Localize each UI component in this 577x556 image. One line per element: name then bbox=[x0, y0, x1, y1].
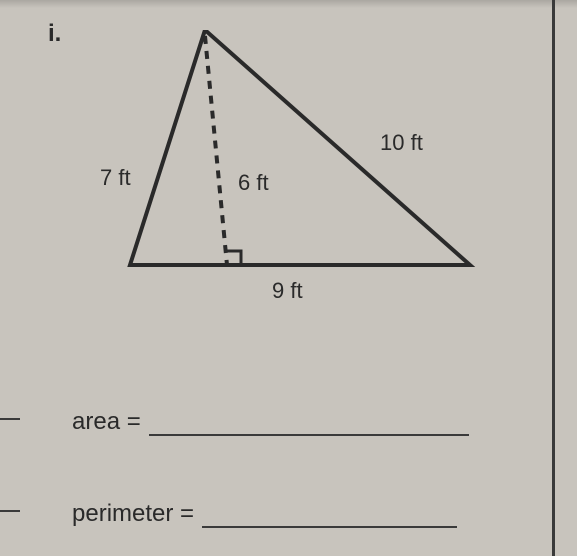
altitude-label: 6 ft bbox=[238, 170, 269, 196]
right-divider-line bbox=[552, 0, 555, 556]
triangle-figure: 7 ft 10 ft 6 ft 9 ft bbox=[100, 30, 500, 320]
right-side-label: 10 ft bbox=[380, 130, 423, 156]
area-answer-row: area = bbox=[72, 408, 469, 436]
right-angle-marker bbox=[227, 251, 241, 265]
question-number-label: i. bbox=[48, 20, 61, 48]
area-blank-line bbox=[149, 412, 469, 436]
base-label: 9 ft bbox=[272, 278, 303, 304]
triangle-svg bbox=[100, 30, 500, 320]
area-left-tick bbox=[0, 418, 20, 420]
altitude-line bbox=[205, 36, 227, 265]
left-side-label: 7 ft bbox=[100, 165, 131, 191]
perimeter-answer-row: perimeter = bbox=[72, 500, 457, 528]
page-top-shadow bbox=[0, 0, 577, 8]
perimeter-label: perimeter = bbox=[72, 500, 194, 528]
perimeter-left-tick bbox=[0, 510, 20, 512]
perimeter-blank-line bbox=[202, 504, 457, 528]
area-label: area = bbox=[72, 408, 141, 436]
